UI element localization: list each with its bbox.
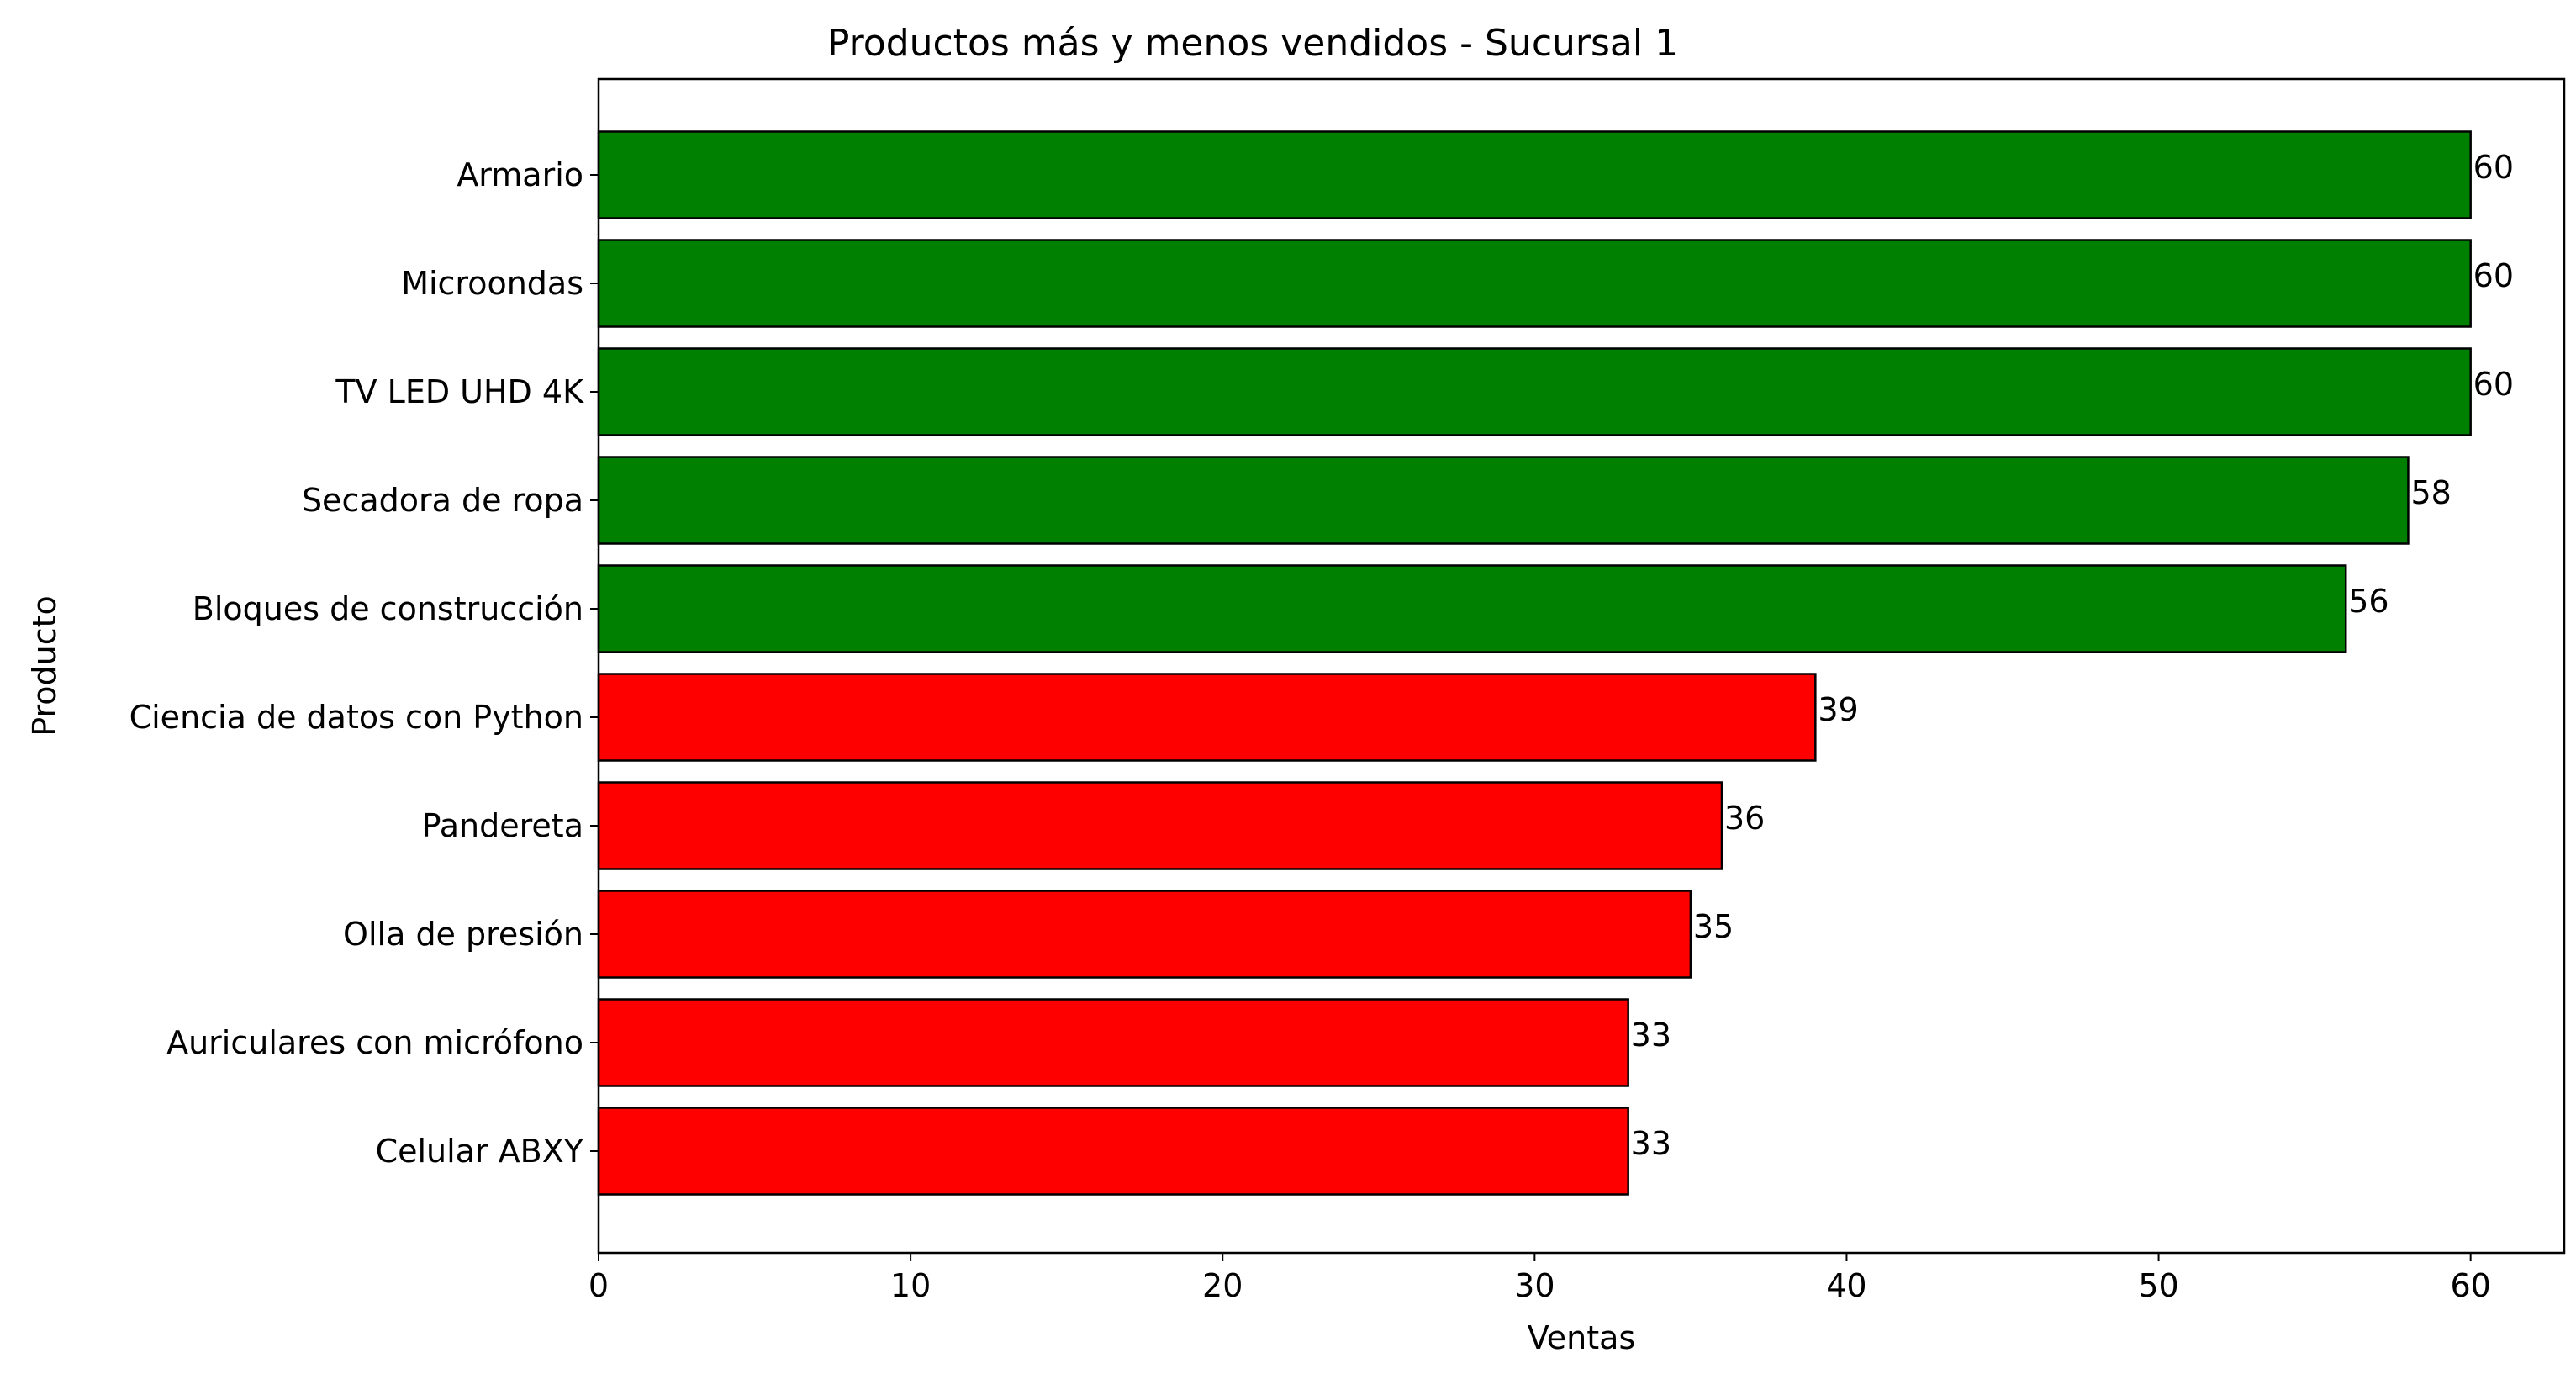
x-tick-label: 60 <box>2450 1267 2490 1304</box>
data-label: 56 <box>2348 583 2389 620</box>
data-label: 36 <box>1724 800 1765 837</box>
y-tick-label: Bloques de construcción <box>193 590 583 627</box>
bar <box>597 130 2472 219</box>
y-tick-labels: Armario Microondas TV LED UHD 4K Secadora d… <box>129 156 599 1170</box>
y-axis-label: Producto <box>26 595 63 737</box>
x-axis-ticks: 0 10 20 30 40 50 60 <box>589 1253 2491 1304</box>
bar <box>597 998 1629 1087</box>
x-tick-label: 50 <box>2138 1267 2178 1304</box>
y-tick-label: Pandereta <box>422 807 583 844</box>
bars-group <box>597 130 2472 1196</box>
x-tick-label: 30 <box>1514 1267 1555 1304</box>
x-axis-label: Ventas <box>1528 1319 1636 1356</box>
data-label: 39 <box>1818 691 1858 728</box>
bar <box>597 239 2472 328</box>
bar <box>597 456 2410 545</box>
data-label: 58 <box>2410 474 2451 511</box>
data-label: 60 <box>2473 366 2514 403</box>
y-tick-label: Auriculares con micrófono <box>166 1024 583 1061</box>
plot-frame <box>597 77 2566 1255</box>
data-label: 33 <box>1631 1017 1671 1054</box>
y-tick-label: TV LED UHD 4K <box>335 373 584 410</box>
bar <box>597 890 1692 979</box>
data-label: 60 <box>2473 149 2514 186</box>
data-label: 33 <box>1631 1125 1671 1162</box>
y-tick-label: Armario <box>457 156 583 193</box>
bar <box>597 781 1723 870</box>
data-label: 60 <box>2473 257 2514 294</box>
y-tick-label: Microondas <box>401 265 583 302</box>
chart-title: Productos más y menos vendidos - Sucursa… <box>827 22 1678 65</box>
bar <box>597 347 2472 436</box>
bar <box>597 673 1817 762</box>
x-tick-label: 0 <box>589 1267 609 1304</box>
bar <box>597 564 2347 653</box>
x-tick-label: 10 <box>890 1267 931 1304</box>
y-tick-label: Celular ABXY <box>376 1133 584 1170</box>
y-tick-label: Secadora de ropa <box>302 482 583 519</box>
data-label: 35 <box>1693 908 1734 945</box>
data-labels: 60 60 60 58 56 39 36 35 33 33 <box>1631 149 2514 1162</box>
y-tick-label: Ciencia de datos con Python <box>129 699 583 736</box>
x-tick-label: 20 <box>1202 1267 1243 1304</box>
y-tick-label: Olla de presión <box>343 916 583 953</box>
x-tick-label: 40 <box>1826 1267 1866 1304</box>
bar <box>597 1107 1629 1196</box>
